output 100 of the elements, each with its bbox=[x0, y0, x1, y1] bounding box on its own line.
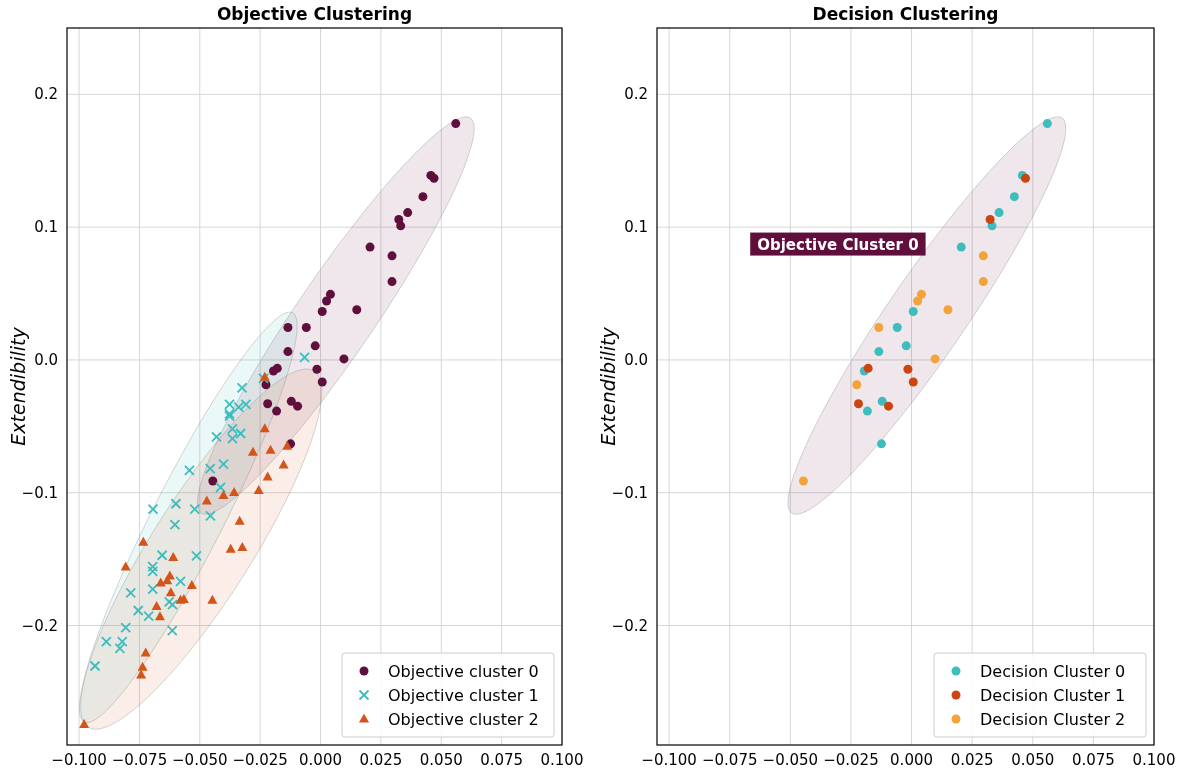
point bbox=[189, 503, 201, 515]
point bbox=[156, 549, 168, 561]
point bbox=[151, 601, 162, 611]
point bbox=[917, 289, 926, 299]
y-axis-title: Extendibility bbox=[7, 326, 29, 446]
y-axis-title: Extendibility bbox=[597, 326, 619, 446]
point bbox=[994, 208, 1004, 218]
point bbox=[155, 577, 166, 587]
point bbox=[215, 482, 226, 493]
y-tick-label: −0.2 bbox=[611, 616, 648, 635]
point bbox=[143, 610, 155, 622]
point bbox=[418, 192, 428, 202]
point bbox=[184, 464, 195, 476]
point bbox=[163, 596, 175, 608]
y-tick-label: 0.2 bbox=[34, 85, 58, 104]
point bbox=[262, 471, 273, 481]
point bbox=[930, 354, 940, 364]
point bbox=[317, 377, 327, 387]
point bbox=[913, 296, 923, 306]
x-tick-label: 0.025 bbox=[359, 751, 403, 769]
point bbox=[325, 289, 335, 299]
point bbox=[79, 719, 90, 729]
legend-label: Decision Cluster 1 bbox=[980, 686, 1126, 705]
y-tick-label: 0.0 bbox=[34, 350, 58, 369]
point bbox=[227, 433, 238, 444]
point bbox=[286, 396, 296, 406]
point bbox=[229, 486, 240, 496]
point bbox=[259, 423, 270, 433]
point bbox=[853, 399, 863, 409]
point bbox=[283, 323, 293, 333]
point bbox=[147, 583, 159, 595]
point bbox=[798, 476, 808, 486]
point bbox=[892, 323, 902, 333]
point bbox=[282, 440, 293, 450]
x-tick-label: 0.075 bbox=[480, 751, 524, 769]
point bbox=[1021, 173, 1031, 183]
point bbox=[132, 605, 144, 616]
point bbox=[234, 515, 245, 525]
point bbox=[901, 341, 911, 351]
point bbox=[147, 503, 159, 515]
point bbox=[253, 484, 264, 494]
point bbox=[272, 363, 282, 373]
point bbox=[120, 622, 132, 634]
y-tick-label: 0.1 bbox=[34, 218, 58, 237]
x-tick-label: −0.100 bbox=[51, 751, 107, 769]
x-tick-label: 0.050 bbox=[1011, 751, 1055, 769]
point bbox=[136, 669, 147, 679]
legend-label: Decision Cluster 0 bbox=[980, 662, 1126, 681]
point bbox=[943, 305, 953, 315]
point bbox=[165, 587, 176, 597]
point bbox=[120, 561, 131, 571]
point bbox=[166, 625, 178, 636]
point bbox=[170, 498, 182, 510]
x-tick-label: 0.050 bbox=[419, 751, 463, 769]
point bbox=[247, 446, 258, 456]
point bbox=[877, 439, 886, 449]
point bbox=[365, 242, 375, 252]
point bbox=[312, 364, 322, 374]
point bbox=[116, 636, 128, 647]
point bbox=[387, 277, 397, 287]
point bbox=[201, 495, 212, 505]
y-tick-label: −0.1 bbox=[21, 483, 58, 502]
y-tick-label: 0.1 bbox=[624, 218, 648, 237]
annotation: Objective Cluster 0 bbox=[757, 235, 919, 254]
point bbox=[874, 347, 884, 357]
point bbox=[208, 476, 218, 486]
point bbox=[191, 550, 202, 562]
legend-label: Decision Cluster 2 bbox=[980, 710, 1126, 729]
point bbox=[352, 305, 362, 315]
point bbox=[237, 542, 248, 552]
y-tick-label: −0.2 bbox=[21, 616, 58, 635]
point bbox=[169, 519, 181, 530]
point bbox=[100, 636, 112, 647]
x-tick-label: −0.025 bbox=[232, 751, 288, 769]
point bbox=[263, 399, 273, 409]
point bbox=[451, 119, 461, 129]
point bbox=[227, 423, 238, 435]
point bbox=[403, 208, 413, 218]
point bbox=[114, 642, 126, 654]
point bbox=[862, 406, 872, 416]
y-tick-label: 0.2 bbox=[624, 85, 648, 104]
x-tick-label: −0.075 bbox=[111, 751, 168, 769]
x-tick-label: 0.075 bbox=[1071, 751, 1115, 769]
point bbox=[394, 214, 404, 224]
chart-title: Decision Clustering bbox=[812, 4, 999, 24]
point bbox=[1042, 119, 1052, 129]
point bbox=[339, 354, 349, 364]
point bbox=[236, 382, 248, 394]
point bbox=[852, 380, 862, 390]
point bbox=[235, 428, 247, 439]
point bbox=[908, 377, 918, 387]
point bbox=[310, 341, 320, 351]
x-tick-label: 0.000 bbox=[890, 751, 934, 769]
point bbox=[218, 458, 229, 470]
point bbox=[138, 536, 149, 546]
x-tick-label: 0.100 bbox=[1132, 751, 1176, 769]
point bbox=[154, 611, 165, 621]
point bbox=[168, 551, 179, 561]
point bbox=[272, 406, 282, 416]
y-tick-label: −0.1 bbox=[611, 483, 648, 502]
